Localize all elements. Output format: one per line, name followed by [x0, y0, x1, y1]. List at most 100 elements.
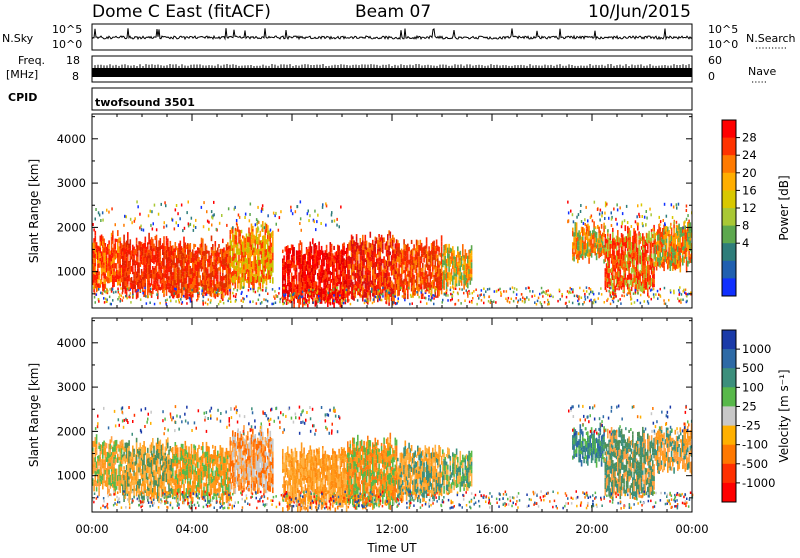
speckle — [635, 220, 637, 223]
speckle — [208, 221, 210, 224]
speckle — [468, 290, 470, 293]
speckle — [322, 206, 324, 209]
speckle — [158, 213, 160, 216]
range-cell — [315, 269, 317, 274]
speckle — [110, 303, 112, 306]
date-title: 10/Jun/2015 — [588, 2, 691, 22]
range-cell — [272, 247, 274, 253]
speckle — [331, 220, 333, 223]
speckle — [582, 303, 584, 306]
range-cell — [187, 294, 189, 299]
speckle — [376, 296, 378, 299]
speckle — [317, 214, 319, 217]
speckle — [544, 301, 546, 304]
speckle — [619, 206, 621, 209]
speckle — [670, 289, 672, 292]
speckle — [167, 299, 169, 302]
speckle — [481, 293, 483, 296]
range-cell — [426, 271, 428, 275]
range-cell — [145, 279, 147, 284]
range-cell — [645, 261, 647, 264]
range-cell — [266, 279, 268, 285]
range-cell — [160, 241, 162, 245]
speckle — [565, 302, 567, 305]
range-cell — [636, 234, 638, 239]
range-cell — [647, 244, 649, 250]
speckle — [123, 224, 125, 227]
speckle — [250, 288, 252, 291]
speckle — [572, 213, 574, 216]
speckle — [642, 215, 644, 218]
speckle — [670, 226, 672, 229]
range-cell — [625, 225, 627, 231]
speckle — [684, 220, 686, 223]
speckle — [550, 294, 552, 297]
range-cell — [112, 231, 114, 235]
speckle — [327, 294, 329, 297]
range-cell — [340, 276, 342, 281]
speckle — [678, 300, 680, 303]
speckle — [126, 297, 128, 300]
speckle — [605, 201, 607, 204]
speckle — [499, 288, 501, 291]
speckle — [223, 295, 225, 298]
range-cell — [422, 263, 424, 268]
speckle — [532, 290, 534, 293]
speckle — [104, 290, 106, 293]
speckle — [111, 207, 113, 210]
speckle — [272, 288, 274, 291]
speckle — [609, 287, 611, 290]
range-cell — [145, 283, 147, 287]
speckle — [156, 294, 158, 297]
range-cell — [382, 249, 384, 253]
speckle — [487, 288, 489, 291]
speckle — [211, 224, 213, 227]
speckle — [387, 297, 389, 300]
speckle — [223, 302, 225, 305]
speckle — [341, 299, 343, 302]
nsky-label: N.Sky — [2, 32, 34, 45]
speckle — [128, 287, 130, 290]
range-cell — [647, 250, 649, 253]
speckle — [271, 303, 273, 306]
speckle — [615, 295, 617, 298]
speckle — [682, 299, 684, 302]
range-cell — [428, 246, 430, 249]
speckle — [576, 216, 578, 219]
speckle — [290, 206, 292, 209]
range-cell — [345, 270, 347, 274]
speckle — [95, 218, 97, 221]
speckle — [469, 292, 471, 295]
range-cell — [330, 275, 332, 278]
speckle — [412, 302, 414, 305]
speckle — [146, 302, 148, 305]
range-cell — [212, 244, 214, 250]
speckle — [392, 294, 394, 297]
speckle — [115, 291, 117, 294]
range-cell — [272, 231, 274, 237]
speckle — [371, 290, 373, 293]
speckle — [615, 218, 617, 221]
speckle — [362, 290, 364, 293]
speckle — [339, 225, 341, 228]
speckle — [635, 289, 637, 292]
speckle — [201, 206, 203, 209]
speckle — [277, 295, 279, 298]
speckle — [267, 300, 269, 303]
speckle — [541, 287, 543, 290]
range-cell — [452, 281, 454, 286]
range-cell — [395, 290, 397, 293]
speckle — [660, 295, 662, 298]
speckle — [388, 295, 390, 298]
speckle — [322, 203, 324, 206]
range-cell — [651, 254, 653, 258]
speckle — [395, 302, 397, 305]
speckle — [308, 301, 310, 304]
speckle — [261, 210, 263, 213]
speckle — [390, 294, 392, 297]
speckle — [490, 302, 492, 305]
speckle — [340, 206, 342, 209]
range-cell — [108, 245, 110, 249]
freq-unit: [MHz] — [6, 68, 38, 81]
range-cell — [653, 279, 655, 284]
